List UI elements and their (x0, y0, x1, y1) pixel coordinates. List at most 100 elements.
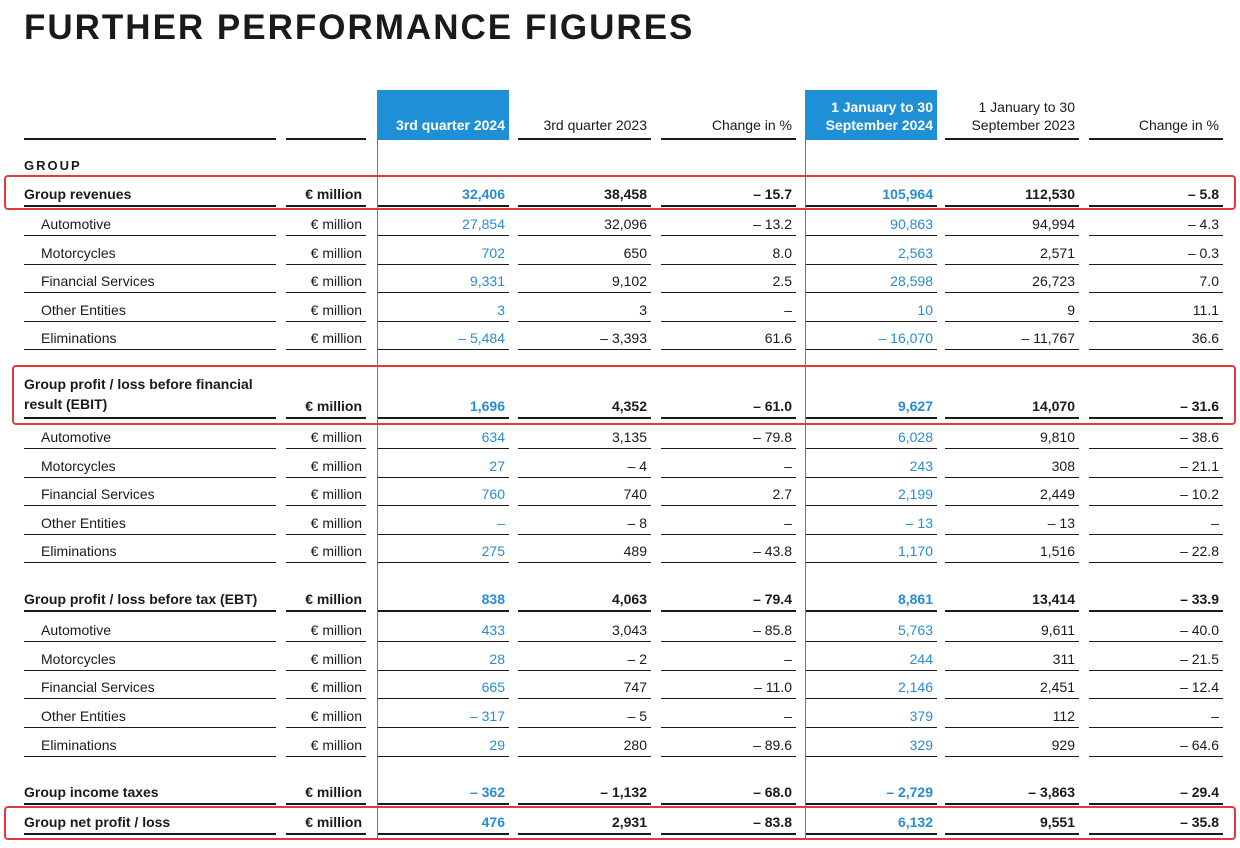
page-title: FURTHER PERFORMANCE FIGURES (24, 8, 695, 47)
row-label: Group profit / loss before tax (EBT) (24, 586, 276, 612)
row-value: – 10.2 (1089, 480, 1223, 506)
row-value: 1,516 (945, 537, 1079, 563)
row-value: – 61.0 (661, 373, 796, 419)
row-value: 244 (806, 645, 937, 671)
row-unit: € million (286, 509, 366, 535)
row-value: – 13.2 (661, 210, 796, 236)
row-value: 2.5 (661, 267, 796, 293)
row-value: 27,854 (378, 210, 509, 236)
row-value: 2,563 (806, 239, 937, 265)
row-value: 2,451 (945, 673, 1079, 699)
header-rule (518, 138, 651, 140)
row-value: 94,994 (945, 210, 1079, 236)
row-label: Financial Services (24, 673, 276, 699)
row-value: – 31.6 (1089, 373, 1223, 419)
row-unit: € million (286, 673, 366, 699)
row-value: 112,530 (945, 181, 1079, 207)
row-label: Eliminations (24, 731, 276, 757)
row-value: – 3,863 (945, 779, 1079, 805)
row-unit: € million (286, 267, 366, 293)
row-value: – 362 (378, 779, 509, 805)
row-value: 61.6 (661, 324, 796, 350)
row-unit: € million (286, 645, 366, 671)
row-value: 112 (945, 702, 1079, 728)
row-unit: € million (286, 296, 366, 322)
row-value: 26,723 (945, 267, 1079, 293)
row-value: 9,331 (378, 267, 509, 293)
column-header-4: 1 January to 30 September 2024 (806, 90, 937, 140)
column-header-1: 3rd quarter 2024 (378, 90, 509, 140)
row-value: 14,070 (945, 373, 1079, 419)
row-value: 28,598 (806, 267, 937, 293)
row-unit: € million (286, 423, 366, 449)
row-value: – 317 (378, 702, 509, 728)
row-label: Other Entities (24, 702, 276, 728)
row-value: – (1089, 702, 1223, 728)
row-value: 7.0 (1089, 267, 1223, 293)
row-value: 10 (806, 296, 937, 322)
highlight-box-net-profit (4, 806, 1236, 840)
header-rule (945, 138, 1079, 140)
highlight-box-revenues (4, 175, 1236, 210)
row-value: 3,135 (518, 423, 651, 449)
row-value: 760 (378, 480, 509, 506)
row-value: – 3,393 (518, 324, 651, 350)
row-value: – 1,132 (518, 779, 651, 805)
row-unit: € million (286, 452, 366, 478)
row-value: 9,551 (945, 809, 1079, 835)
row-value: 9,102 (518, 267, 651, 293)
row-value: 275 (378, 537, 509, 563)
row-value: – (661, 645, 796, 671)
row-label: Motorcycles (24, 452, 276, 478)
row-value: – 89.6 (661, 731, 796, 757)
row-value: 2.7 (661, 480, 796, 506)
row-unit: € million (286, 702, 366, 728)
row-label: Automotive (24, 616, 276, 642)
row-value: 2,571 (945, 239, 1079, 265)
row-value: – (661, 296, 796, 322)
row-unit: € million (286, 373, 366, 419)
row-value: 38,458 (518, 181, 651, 207)
row-value: 28 (378, 645, 509, 671)
row-unit: € million (286, 210, 366, 236)
row-value: – 0.3 (1089, 239, 1223, 265)
highlight-box-ebit (12, 365, 1236, 425)
row-unit: € million (286, 181, 366, 207)
row-value: 329 (806, 731, 937, 757)
row-value: 650 (518, 239, 651, 265)
column-header-2: 3rd quarter 2023 (543, 117, 647, 133)
row-label: Group revenues (24, 181, 276, 207)
row-value: 3,043 (518, 616, 651, 642)
row-value: – (1089, 509, 1223, 535)
header-rule (661, 138, 796, 140)
row-unit: € million (286, 537, 366, 563)
row-value: – 5 (518, 702, 651, 728)
row-value: 6,028 (806, 423, 937, 449)
row-value: – (661, 702, 796, 728)
row-value: 838 (378, 586, 509, 612)
row-value: 4,352 (518, 373, 651, 419)
row-label: Group income taxes (24, 779, 276, 805)
row-label: Motorcycles (24, 239, 276, 265)
row-unit: € million (286, 809, 366, 835)
row-unit: € million (286, 586, 366, 612)
row-value: – 15.7 (661, 181, 796, 207)
row-label: Group net profit / loss (24, 809, 276, 835)
row-value: – 12.4 (1089, 673, 1223, 699)
row-value: 702 (378, 239, 509, 265)
row-value: 489 (518, 537, 651, 563)
row-value: – 8 (518, 509, 651, 535)
row-label: Group profit / loss before financial res… (24, 373, 276, 419)
header-rule-label (24, 138, 276, 140)
row-value: 90,863 (806, 210, 937, 236)
row-value: – 2 (518, 645, 651, 671)
row-label: Motorcycles (24, 645, 276, 671)
column-divider-left (377, 90, 378, 840)
row-value: 433 (378, 616, 509, 642)
row-value: 9,810 (945, 423, 1079, 449)
row-value: 4,063 (518, 586, 651, 612)
row-value: – 79.4 (661, 586, 796, 612)
row-value: 13,414 (945, 586, 1079, 612)
row-value: 9 (945, 296, 1079, 322)
row-label: Other Entities (24, 296, 276, 322)
